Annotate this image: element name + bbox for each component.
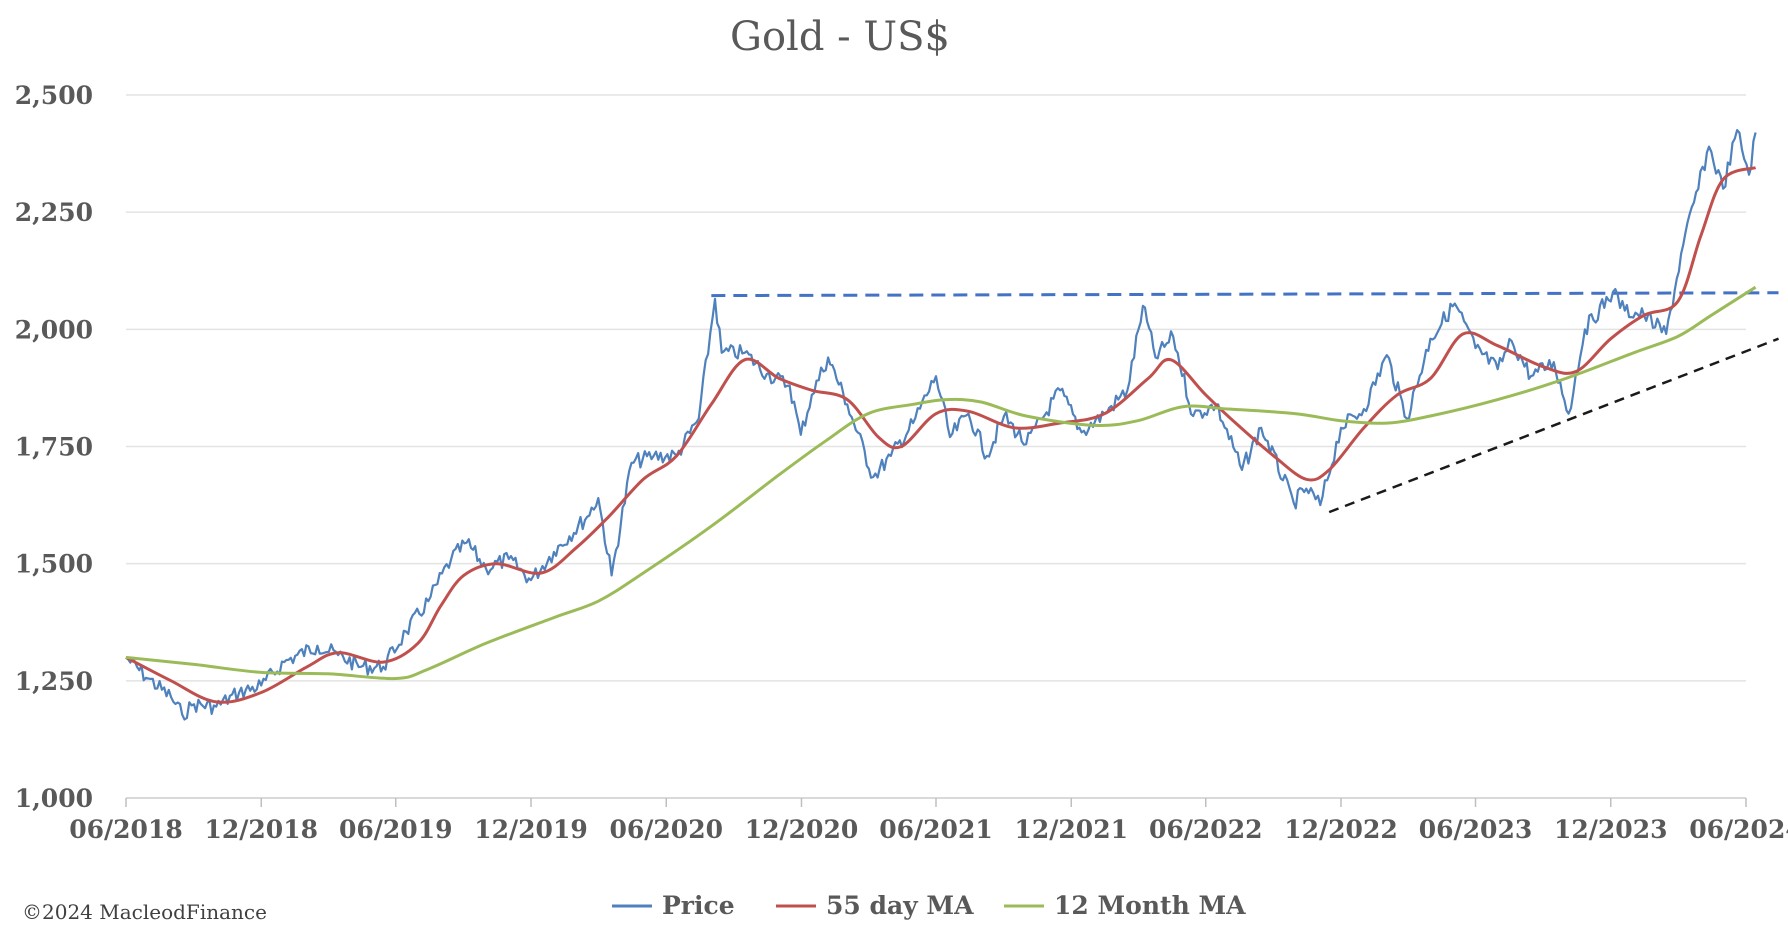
x-tick-label: 06/2018 xyxy=(69,815,183,844)
series-line-55-day-ma xyxy=(125,166,1757,704)
support-trendline xyxy=(1328,337,1779,514)
x-tick-label: 12/2018 xyxy=(204,815,318,844)
series-line-12-month-ma xyxy=(125,285,1757,681)
y-tick-label: 1,250 xyxy=(15,667,93,696)
legend-label: 12 Month MA xyxy=(1054,891,1246,920)
legend: Price 55 day MA 12 Month MA xyxy=(612,891,1246,920)
y-tick-label: 2,500 xyxy=(15,81,93,110)
resistance-line xyxy=(711,291,1779,298)
y-tick-label: 1,500 xyxy=(15,550,93,579)
y-tick-label: 2,000 xyxy=(15,315,93,344)
copyright-credit: ©2024 MacleodFinance xyxy=(22,900,267,924)
x-tick-label: 06/2019 xyxy=(339,815,453,844)
series-line-price xyxy=(125,129,1757,721)
series-lines xyxy=(125,129,1757,721)
chart-title: Gold - US$ xyxy=(730,14,950,60)
trend-annotations xyxy=(711,291,1779,514)
x-tick-label: 06/2020 xyxy=(609,815,723,844)
y-tick-label: 1,000 xyxy=(15,784,93,813)
x-axis-ticks: 06/2018 12/2018 06/2019 12/2019 06/2020 12/20… xyxy=(69,798,1788,844)
x-tick-label: 12/2021 xyxy=(1014,815,1128,844)
x-tick-label: 06/2022 xyxy=(1149,815,1263,844)
x-tick-label: 06/2023 xyxy=(1419,815,1533,844)
x-tick-label: 12/2022 xyxy=(1284,815,1398,844)
x-tick-label: 12/2023 xyxy=(1554,815,1668,844)
legend-label: Price xyxy=(662,891,735,920)
x-tick-label: 06/2021 xyxy=(879,815,993,844)
x-tick-label: 06/2024 xyxy=(1689,815,1788,844)
y-tick-label: 1,750 xyxy=(15,433,93,462)
gridlines xyxy=(126,94,1746,799)
x-tick-label: 12/2020 xyxy=(745,815,859,844)
x-tick-label: 12/2019 xyxy=(474,815,588,844)
y-tick-label: 2,250 xyxy=(15,198,93,227)
y-axis-ticks: 1,000 1,250 1,500 1,750 2,000 2,250 2,500 xyxy=(15,81,93,813)
legend-label: 55 day MA xyxy=(826,891,974,920)
